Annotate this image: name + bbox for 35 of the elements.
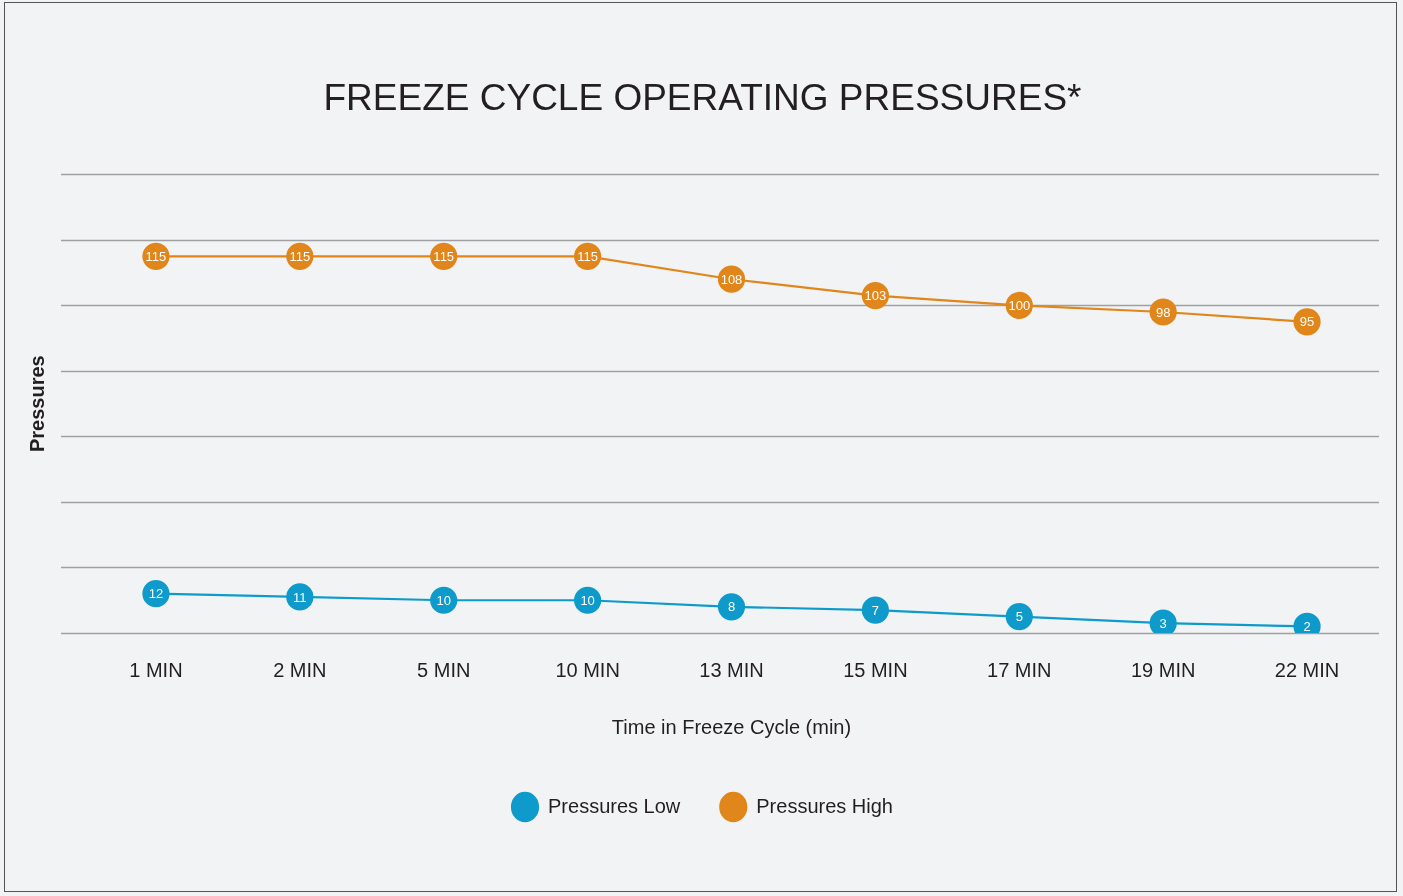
data-label: 108	[720, 271, 743, 287]
data-label: 2	[1303, 619, 1311, 635]
point	[717, 593, 746, 621]
data-label: 115	[577, 248, 598, 264]
point	[861, 596, 889, 624]
data-label: 11	[293, 589, 307, 605]
data-label: 8	[727, 599, 736, 615]
x-axis-title: Time in Freeze Cycle (min)	[611, 715, 852, 738]
data-label: 12	[148, 586, 164, 602]
x-tick-label: 19 MIN	[1130, 658, 1196, 681]
data-label: 100	[1008, 298, 1031, 314]
data-label: 115	[433, 248, 455, 264]
data-label: 115	[145, 248, 167, 264]
x-tick-label: 13 MIN	[699, 658, 764, 681]
x-tick-label: 17 MIN	[987, 658, 1052, 681]
data-label: 98	[1155, 304, 1171, 320]
data-label: 3	[1159, 615, 1167, 631]
x-tick-label: 10 MIN	[555, 658, 620, 681]
data-label: 95	[1299, 314, 1315, 330]
x-tick-label: 1 MIN	[129, 658, 183, 681]
x-tick-label: 22 MIN	[1274, 658, 1340, 681]
data-label: 7	[871, 602, 880, 618]
data-label: 103	[864, 288, 887, 304]
legend-label: Pressures Low	[548, 794, 681, 817]
point	[1005, 603, 1033, 631]
x-tick-label: 5 MIN	[417, 658, 471, 681]
data-label: 10	[436, 592, 451, 608]
legend-label: Pressures High	[756, 794, 893, 817]
data-label: 10	[580, 592, 595, 608]
x-tick-label: 2 MIN	[273, 658, 327, 681]
x-tick-label: 15 MIN	[843, 658, 908, 681]
chart-title: FREEZE CYCLE OPERATING PRESSURES*	[323, 77, 1082, 119]
data-label: 5	[1015, 609, 1023, 625]
data-label: 115	[289, 248, 311, 264]
y-axis-title: Pressures	[25, 355, 48, 453]
